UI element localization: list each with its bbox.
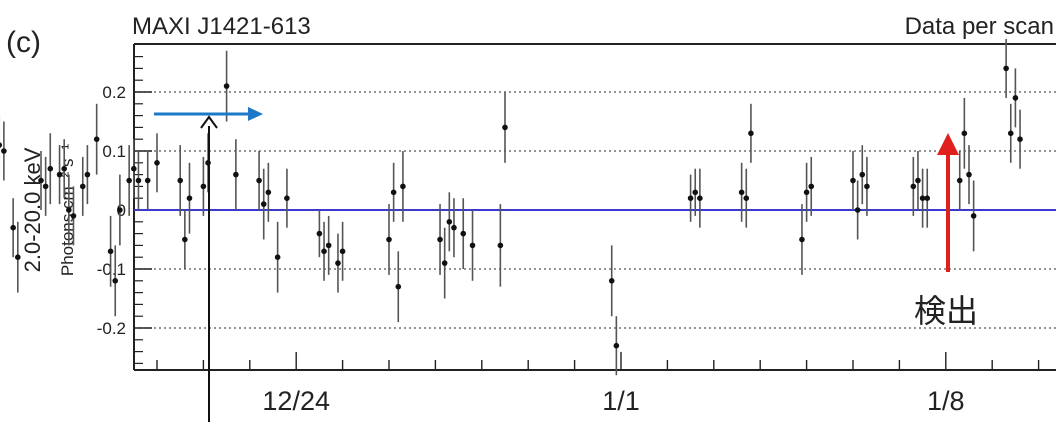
data-point xyxy=(274,254,281,260)
data-point xyxy=(47,165,54,172)
data-point xyxy=(738,189,745,196)
data-point xyxy=(859,171,866,178)
chart-title: MAXI J1421-613 xyxy=(132,13,311,40)
data-point xyxy=(497,242,504,249)
data-point xyxy=(400,183,406,190)
data-point xyxy=(112,278,119,284)
data-point xyxy=(135,177,142,184)
data-point xyxy=(697,195,703,201)
detection-label: 検出 xyxy=(914,292,978,330)
data-point xyxy=(924,195,931,201)
data-point xyxy=(1,148,7,154)
y-ticks: 0.20.10-0.1-0.2 xyxy=(97,55,152,364)
x-tick-label: 1/1 xyxy=(602,386,640,416)
data-point xyxy=(961,130,968,137)
data-point xyxy=(0,142,3,148)
data-point xyxy=(390,189,397,196)
data-point xyxy=(613,342,620,349)
data-point xyxy=(70,213,77,219)
data-point xyxy=(233,171,239,178)
data-point xyxy=(386,236,392,243)
data-point xyxy=(339,248,346,255)
black-vertical-arrow xyxy=(200,115,218,422)
data-point xyxy=(460,230,467,237)
data-point xyxy=(1012,95,1019,101)
data-point xyxy=(854,207,861,213)
data-point xyxy=(200,183,207,190)
data-point xyxy=(260,201,267,207)
data-point xyxy=(84,171,91,178)
data-point xyxy=(56,171,63,178)
x-tick-label: 1/8 xyxy=(927,386,965,416)
data-point xyxy=(451,224,457,231)
data-point xyxy=(966,171,972,178)
y-tick-label: 0.2 xyxy=(102,83,126,102)
data-point xyxy=(66,207,72,213)
data-point xyxy=(956,177,963,184)
blue-arrow xyxy=(154,107,263,121)
data-point xyxy=(850,177,856,184)
y-tick-label: -0.2 xyxy=(97,319,126,338)
data-point xyxy=(265,189,272,196)
data-point xyxy=(502,124,508,131)
data-point xyxy=(154,160,160,166)
data-point xyxy=(325,242,332,249)
data-point xyxy=(61,165,67,172)
data-point xyxy=(335,260,341,266)
data-point xyxy=(437,236,443,243)
data-point xyxy=(186,195,193,201)
data-points xyxy=(0,38,1023,376)
data-point xyxy=(692,189,699,196)
y-tick-label: 0.1 xyxy=(102,142,126,161)
data-point xyxy=(441,260,448,266)
data-point xyxy=(79,183,86,190)
data-point xyxy=(1003,65,1009,72)
data-point xyxy=(970,213,977,219)
data-point xyxy=(107,248,114,255)
data-point xyxy=(743,195,750,201)
data-point xyxy=(144,177,151,184)
data-point xyxy=(93,136,100,142)
data-point xyxy=(38,177,44,184)
panel-label: (c) xyxy=(6,26,41,59)
data-point xyxy=(256,177,262,184)
data-point xyxy=(1017,136,1023,142)
data-point xyxy=(799,236,805,243)
data-point xyxy=(131,165,137,172)
x-ticks: 12/24 1/1 1/8 xyxy=(156,352,1040,416)
data-point xyxy=(1007,130,1014,137)
data-point xyxy=(915,177,921,184)
data-point xyxy=(608,278,615,284)
data-point xyxy=(126,177,132,184)
data-point xyxy=(10,224,16,231)
data-point xyxy=(223,83,230,89)
data-point xyxy=(469,242,476,249)
data-point xyxy=(395,283,402,290)
data-point xyxy=(182,236,188,243)
data-point xyxy=(808,183,815,190)
data-point xyxy=(316,230,323,237)
data-point xyxy=(42,183,49,190)
data-point xyxy=(117,207,123,213)
red-detection-arrow xyxy=(937,133,959,272)
data-point xyxy=(748,130,754,137)
data-point xyxy=(919,195,926,201)
chart-subtitle: Data per scan xyxy=(905,13,1054,40)
data-point xyxy=(284,195,290,201)
data-point xyxy=(910,183,917,190)
data-point xyxy=(803,189,810,196)
data-point xyxy=(864,183,870,190)
data-point xyxy=(446,219,453,225)
grid-lines xyxy=(134,91,1056,329)
x-tick-label: 12/24 xyxy=(262,386,330,416)
data-point xyxy=(321,248,327,255)
data-point xyxy=(687,195,694,201)
data-point xyxy=(177,177,183,184)
data-point xyxy=(14,254,21,260)
